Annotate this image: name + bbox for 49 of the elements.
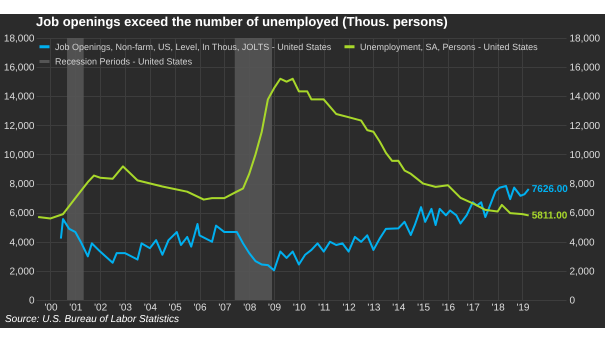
y-tick-label: 2,000 bbox=[9, 266, 35, 278]
chart-title: Job openings exceed the number of unemployed (Thous. persons) bbox=[36, 14, 448, 29]
x-tick-label: '04 bbox=[144, 302, 158, 314]
y2-tick-label: 2,000 bbox=[570, 266, 595, 278]
x-tick-label: '17 bbox=[466, 302, 480, 314]
x-tick-label: '08 bbox=[243, 302, 257, 314]
data-label: 5811.00 bbox=[532, 210, 568, 222]
y2-tick-label: 16,000 bbox=[570, 62, 601, 74]
x-tick-label: '15 bbox=[417, 302, 431, 314]
y2-tick-label: 0 bbox=[570, 296, 576, 306]
y-tick-label: 16,000 bbox=[4, 62, 35, 74]
x-tick-label: '13 bbox=[367, 302, 381, 314]
y-tick-label: 4,000 bbox=[9, 237, 35, 248]
x-tick-label: '02 bbox=[94, 302, 108, 314]
x-tick-label: '16 bbox=[442, 302, 456, 314]
x-tick-label: '19 bbox=[516, 302, 530, 314]
x-tick-label: '01 bbox=[69, 302, 83, 314]
x-tick-label: '09 bbox=[268, 302, 282, 314]
x-tick-label: '07 bbox=[218, 302, 232, 314]
x-tick-label: '10 bbox=[292, 302, 306, 314]
x-tick-label: '03 bbox=[118, 302, 132, 314]
y-tick-label: 18,000 bbox=[4, 34, 35, 44]
y-tick-label: 10,000 bbox=[4, 150, 35, 161]
line-series bbox=[37, 78, 530, 220]
band-label: Recession Periods - United States bbox=[55, 56, 193, 66]
y-tick-label: 14,000 bbox=[4, 92, 35, 103]
legend-label: Job Openings, Non-farm, US, Level, In Thous, JOLTS - United States bbox=[55, 42, 332, 52]
x-tick-label: '11 bbox=[318, 302, 331, 314]
line-series bbox=[60, 185, 530, 272]
y2-tick-label: 10,000 bbox=[570, 150, 601, 161]
y2-tick-label: 18,000 bbox=[570, 34, 601, 44]
x-tick-label: '14 bbox=[392, 302, 406, 314]
x-tick-label: '00 bbox=[44, 302, 58, 314]
data-label: 7626.00 bbox=[532, 184, 568, 195]
y-tick-label: 0 bbox=[28, 296, 35, 306]
y2-tick-label: 14,000 bbox=[570, 92, 601, 103]
legend-label: Unemployment, SA, Persons - United States bbox=[360, 42, 538, 52]
x-tick-label: '18 bbox=[492, 302, 506, 314]
x-tick-label: '12 bbox=[342, 302, 356, 314]
x-tick-label: '05 bbox=[168, 302, 182, 314]
y-tick-label: 8,000 bbox=[9, 179, 35, 190]
x-tick-label: '06 bbox=[193, 302, 207, 314]
y2-tick-label: 6,000 bbox=[570, 208, 595, 220]
y2-tick-label: 4,000 bbox=[570, 237, 595, 248]
source-note: Source: U.S. Bureau of Labor Statistics bbox=[5, 314, 179, 325]
y-tick-label: 6,000 bbox=[9, 208, 35, 220]
y2-tick-label: 8,000 bbox=[570, 179, 595, 190]
y2-tick-label: 12,000 bbox=[570, 120, 601, 132]
y-tick-label: 12,000 bbox=[4, 120, 35, 132]
